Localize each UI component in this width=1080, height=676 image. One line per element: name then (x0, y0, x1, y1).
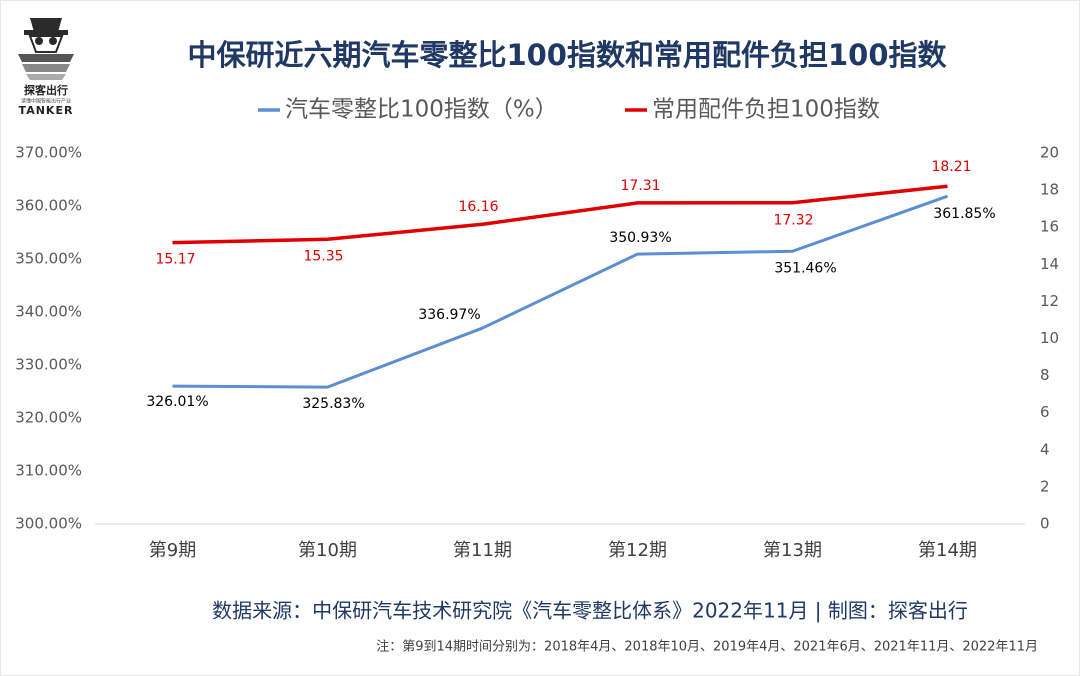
data-label: 17.31 (620, 178, 660, 194)
y2-tick-label: 0 (1040, 515, 1050, 533)
x-tick-label: 第13期 (763, 540, 822, 561)
y2-tick-label: 20 (1040, 144, 1059, 162)
y2-tick-label: 18 (1040, 181, 1059, 199)
x-tick-label: 第14期 (918, 540, 977, 561)
data-label: 361.85% (933, 206, 995, 222)
y2-tick-label: 16 (1040, 218, 1059, 236)
y-tick-label: 340.00% (15, 303, 82, 321)
data-label: 17.32 (773, 213, 813, 229)
data-label: 326.01% (146, 394, 208, 410)
x-tick-label: 第9期 (149, 540, 196, 561)
x-tick-label: 第11期 (453, 540, 512, 561)
data-label: 336.97% (418, 307, 480, 323)
y2-tick-label: 6 (1040, 403, 1050, 421)
y-tick-label: 350.00% (15, 250, 82, 268)
chart-title: 中保研近六期汽车零整比100指数和常用配件负担100指数 (187, 38, 947, 72)
data-label: 15.17 (155, 252, 195, 268)
data-label: 15.35 (303, 248, 343, 264)
logo-name: 探客出行 (24, 83, 68, 97)
y2-tick-label: 8 (1040, 366, 1050, 384)
legend-label: 常用配件负担100指数 (652, 97, 880, 123)
y-tick-label: 300.00% (15, 515, 82, 533)
y2-tick-label: 4 (1040, 440, 1050, 458)
note: 注：第9到14期时间分别为：2018年4月、2018年10月、2019年4月、2… (376, 640, 1038, 655)
y-tick-label: 360.00% (15, 197, 82, 215)
y-tick-label: 320.00% (15, 409, 82, 427)
data-label: 350.93% (609, 230, 671, 246)
data-label: 18.21 (931, 159, 971, 175)
logo-icon (18, 18, 74, 80)
y-tick-label: 370.00% (15, 144, 82, 162)
x-tick-label: 第12期 (608, 540, 667, 561)
x-tick-label: 第10期 (298, 540, 357, 561)
y-tick-label: 310.00% (15, 462, 82, 480)
y2-tick-label: 14 (1040, 255, 1059, 273)
logo-tagline: 读懂中国智能出行产业 (21, 98, 71, 105)
y2-tick-label: 12 (1040, 292, 1059, 310)
logo-brand: TANKER (19, 104, 74, 117)
y2-tick-label: 2 (1040, 477, 1050, 495)
y-tick-label: 330.00% (15, 356, 82, 374)
data-label: 16.16 (458, 199, 498, 215)
series-line (172, 194, 949, 389)
series-line (172, 184, 948, 245)
y2-tick-label: 10 (1040, 329, 1059, 347)
data-label: 351.46% (774, 260, 836, 276)
source: 数据来源：中保研汽车技术研究院《汽车零整比体系》2022年11月 | 制图：探客… (212, 599, 968, 623)
legend-label: 汽车零整比100指数（%） (285, 97, 558, 123)
data-label: 325.83% (302, 396, 364, 412)
